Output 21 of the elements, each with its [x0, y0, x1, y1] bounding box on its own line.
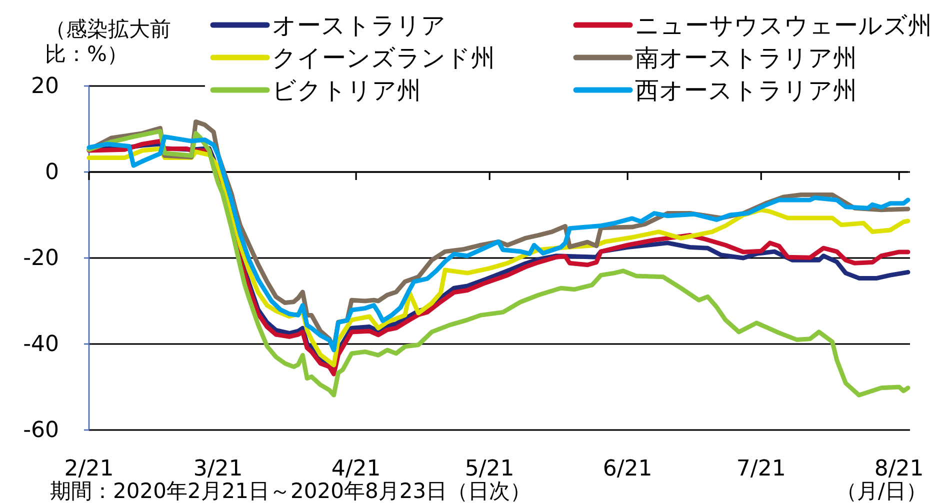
y-tick-label: -60 [23, 418, 59, 444]
y-tick-label: 20 [31, 74, 59, 100]
legend-label: 南オーストラリア州 [635, 44, 857, 72]
legend-label: ビクトリア州 [272, 76, 421, 104]
legend-label: ニューサウスウェールズ州 [635, 11, 930, 40]
x-tick-label: 4/21 [331, 456, 381, 482]
legend-label: クイーンズランド州 [272, 44, 495, 72]
x-tick-label: 2/21 [64, 456, 114, 482]
legend-label: 西オーストラリア州 [635, 76, 857, 104]
y-axis-title: （感染拡大前比：%） [45, 17, 171, 66]
y-tick-label: -40 [23, 332, 59, 358]
text: 期間：2020年2月21日～2020年8月23日（日次） [50, 479, 532, 503]
y-tick-label: 0 [45, 160, 59, 186]
x-tick-label: 8/21 [874, 456, 924, 482]
x-tick-label: 7/21 [736, 456, 786, 482]
legend-label: オーストラリア [272, 11, 446, 40]
x-tick-label: 5/21 [464, 456, 514, 482]
y-tick-label: -20 [23, 246, 59, 272]
x-axis-title: （月/日） [836, 479, 927, 503]
x-tick-label: 3/21 [193, 456, 243, 482]
x-tick-label: 6/21 [602, 456, 652, 482]
